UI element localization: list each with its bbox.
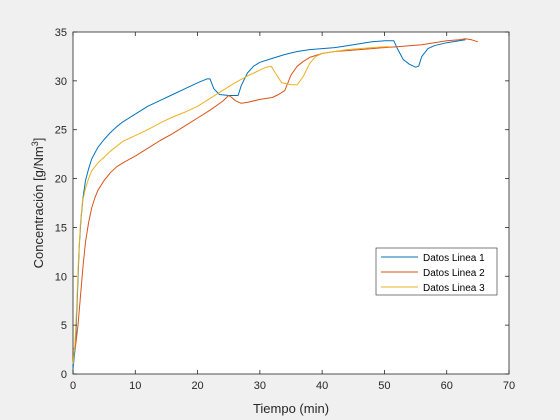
legend-label-3: Datos Linea 3	[423, 283, 485, 294]
x-tick-label: 60	[441, 380, 453, 392]
y-tick-label: 20	[55, 174, 67, 186]
y-axis-label-suffix: ]	[31, 138, 46, 142]
series-lines	[72, 38, 479, 370]
x-tick-label: 20	[191, 380, 203, 392]
legend-label-2: Datos Linea 2	[423, 268, 485, 279]
x-tick-label: 10	[129, 380, 141, 392]
y-tick-label: 30	[55, 76, 67, 88]
x-tick-label: 70	[503, 380, 515, 392]
y-tick-label: 25	[55, 125, 67, 137]
legend: Datos Linea 1 Datos Linea 2 Datos Linea …	[375, 247, 498, 296]
x-tick-label: 50	[378, 380, 390, 392]
y-tick-label: 15	[55, 222, 67, 234]
y-axis-label-prefix: Concentración [g/Nm	[31, 146, 46, 268]
series-line-2	[72, 38, 479, 350]
x-axis: 0 10 20 30 40 50 60 70	[70, 32, 515, 392]
x-tick-label: 40	[316, 380, 328, 392]
x-tick-label: 0	[70, 380, 76, 392]
y-tick-label: 0	[61, 369, 67, 381]
y-axis: 0 5 10 15 20 25 30 35	[55, 27, 509, 381]
y-tick-label: 10	[55, 271, 67, 283]
series-line-3	[72, 46, 391, 365]
legend-label-1: Datos Linea 1	[423, 253, 485, 264]
y-axis-label: Concentración [g/Nm3]	[30, 138, 46, 269]
y-tick-label: 5	[61, 320, 67, 332]
y-tick-label: 35	[55, 27, 67, 39]
y-axis-label-superscript: 3	[30, 141, 40, 146]
plot-area	[72, 31, 510, 375]
series-line-1	[72, 39, 466, 370]
x-axis-label: Tiempo (min)	[253, 401, 329, 416]
x-tick-label: 30	[254, 380, 266, 392]
